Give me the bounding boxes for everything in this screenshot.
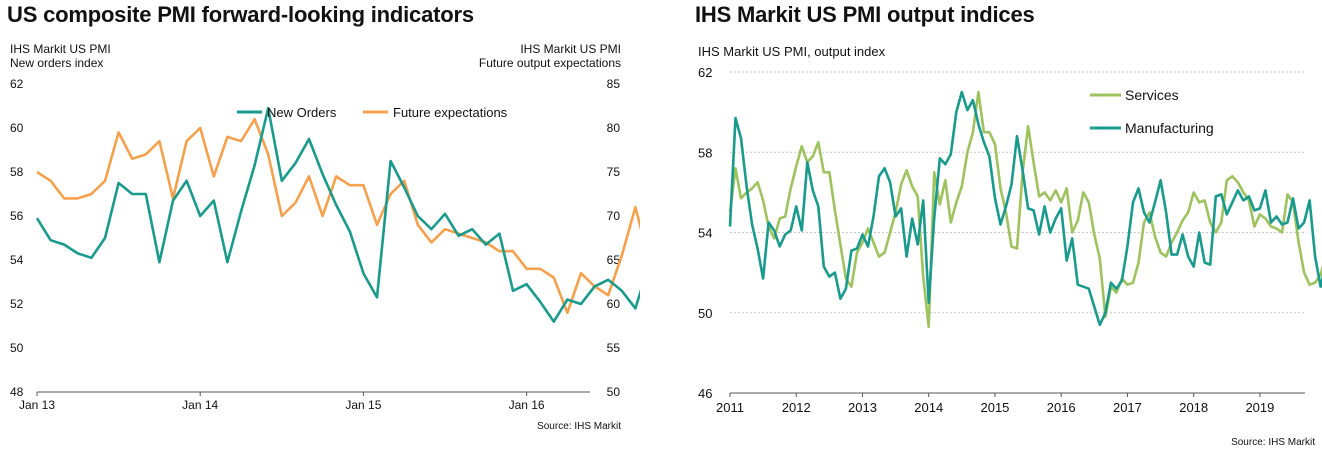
y-tick-label: 46: [698, 386, 712, 401]
legend-label-future-expectations: Future expectations: [393, 105, 508, 120]
x-tick-label: 2016: [1047, 400, 1076, 415]
y-tick-label: 62: [698, 65, 712, 80]
right-chart-source: Source: IHS Markit: [1231, 437, 1315, 448]
y-tick-label-right: 75: [607, 165, 621, 179]
y-tick-label-left: 58: [10, 165, 24, 179]
y-tick-label-right: 70: [607, 209, 621, 223]
y-tick-label-right: 55: [607, 341, 621, 355]
y-tick-label-left: 50: [10, 341, 24, 355]
x-tick-label: 2012: [782, 400, 811, 415]
x-tick-label: Jan 13: [19, 398, 55, 412]
y-tick-label-right: 60: [607, 297, 621, 311]
left-chart-title: US composite PMI forward-looking indicat…: [7, 2, 474, 27]
y-tick-label-right: 50: [607, 385, 621, 399]
x-tick-label: 2018: [1179, 400, 1208, 415]
right-chart-title: IHS Markit US PMI output indices: [695, 2, 1035, 27]
y-tick-label: 54: [698, 226, 712, 241]
y-tick-label-right: 80: [607, 121, 621, 135]
left-axis-title-line1: IHS Markit US PMI: [10, 42, 111, 56]
y-tick-label: 50: [698, 306, 712, 321]
x-tick-label: 2013: [848, 400, 877, 415]
y-tick-label-left: 62: [10, 77, 24, 91]
x-tick-label: 2015: [980, 400, 1009, 415]
legend-label-services: Services: [1125, 87, 1179, 103]
y-tick-label-left: 52: [10, 297, 24, 311]
x-tick-label: 2011: [716, 400, 744, 415]
y-tick-label: 58: [698, 145, 712, 160]
series-line-new-orders: [35, 106, 640, 323]
x-tick-label: 2014: [914, 400, 943, 415]
right-chart-plot: 46 50 54 58 62 2011 2012 2013 2014 2015 2016 2017 20…: [698, 65, 1322, 415]
y-tick-label-left: 48: [10, 385, 24, 399]
series-line-manufacturing: [728, 90, 1322, 327]
y-tick-label-right: 85: [607, 77, 621, 91]
right-chart-axis-title: IHS Markit US PMI, output index: [698, 44, 886, 59]
series-line-services: [728, 90, 1322, 329]
right-axis-title-line1: IHS Markit US PMI: [520, 42, 621, 56]
y-tick-label-left: 54: [10, 253, 24, 267]
x-tick-label: 2017: [1113, 400, 1142, 415]
x-tick-label: Jan 14: [182, 398, 218, 412]
right-axis-title-line2: Future output expectations: [478, 56, 621, 70]
legend-label-new-orders: New Orders: [267, 105, 337, 120]
y-tick-label-right: 65: [607, 253, 621, 267]
x-tick-label: Jan 15: [345, 398, 381, 412]
y-tick-label-left: 56: [10, 209, 24, 223]
y-tick-label-left: 60: [10, 121, 24, 135]
x-tick-label: Jan 16: [509, 398, 545, 412]
left-chart-source: Source: IHS Markit: [537, 421, 621, 432]
legend-label-manufacturing: Manufacturing: [1125, 120, 1214, 136]
x-tick-label: 2019: [1245, 400, 1274, 415]
left-axis-title-line2: New orders index: [10, 56, 104, 70]
left-chart-panel: US composite PMI forward-looking indicat…: [0, 0, 640, 453]
right-chart-panel: IHS Markit US PMI output indices IHS Mar…: [685, 0, 1322, 453]
